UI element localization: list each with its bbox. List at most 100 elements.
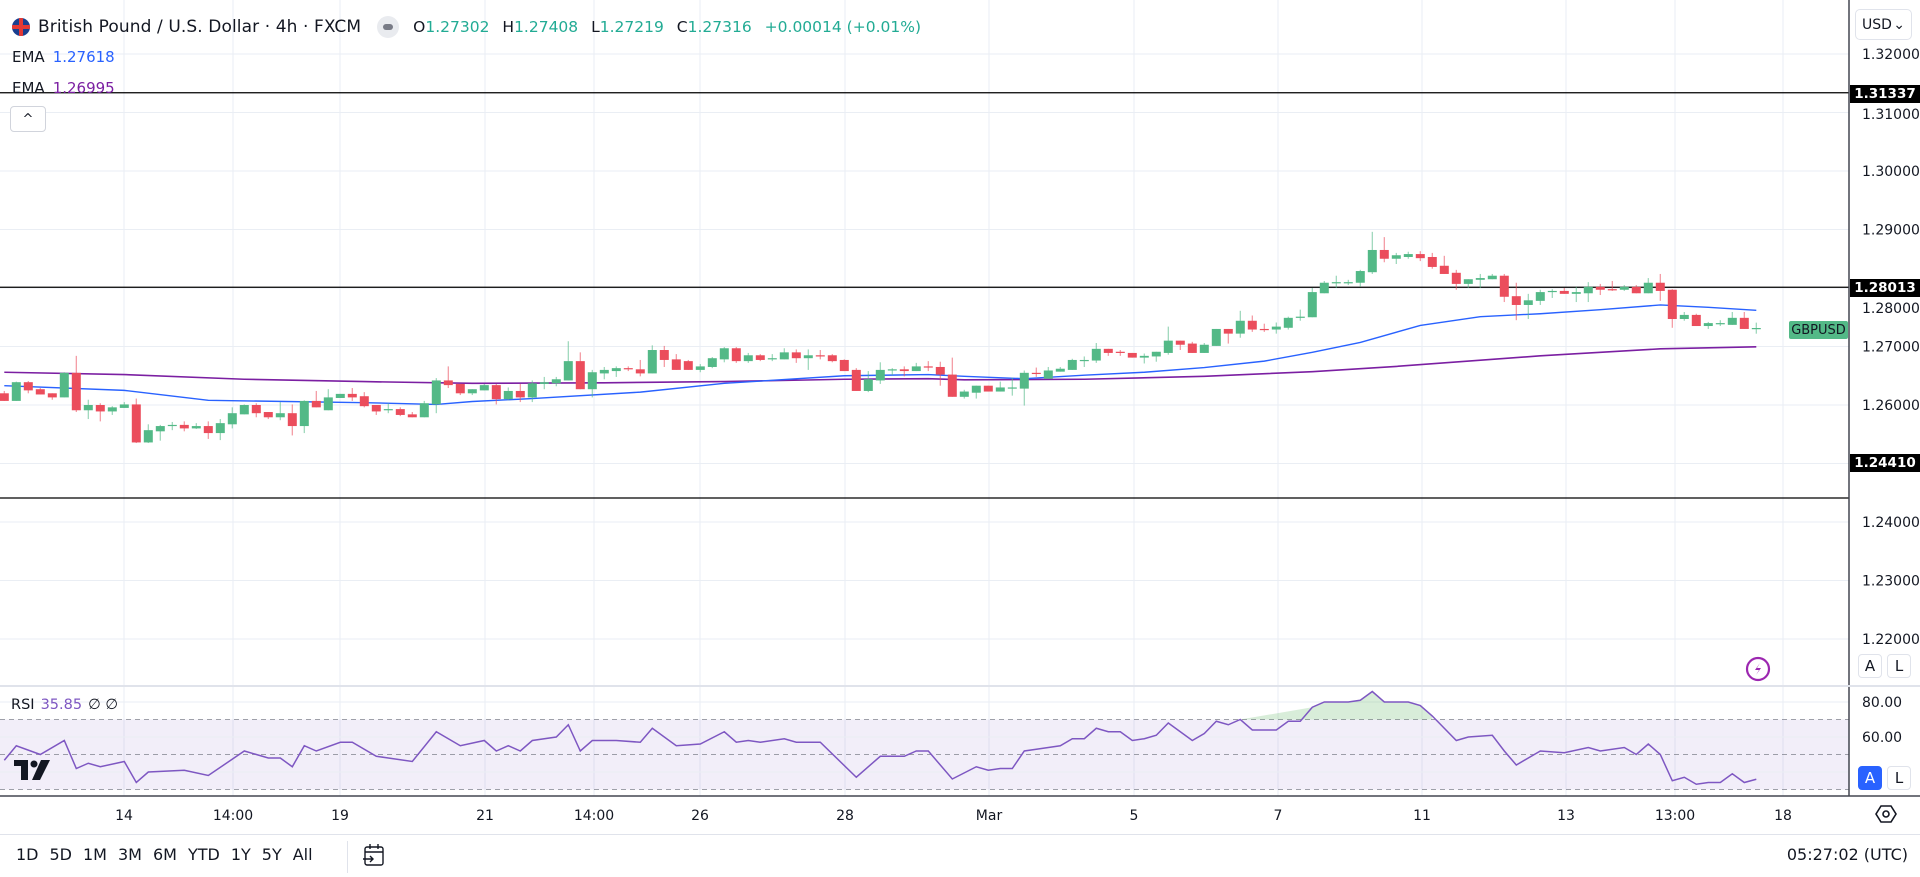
symbol-title[interactable]: British Pound / U.S. Dollar · 4h · FXCM bbox=[38, 17, 362, 37]
candle-body bbox=[479, 385, 489, 391]
settings-icon[interactable] bbox=[1875, 805, 1897, 823]
rsi-band-background bbox=[0, 719, 1849, 790]
auto-scale-button[interactable]: A bbox=[1858, 654, 1882, 678]
candle bbox=[1739, 311, 1749, 329]
price-tick-label: 1.30000 bbox=[1862, 164, 1920, 180]
candle bbox=[1595, 283, 1605, 296]
candle-body bbox=[95, 405, 105, 412]
collapse-legend-button[interactable]: ^ bbox=[10, 106, 46, 132]
candle-body bbox=[179, 424, 189, 429]
range-5y[interactable]: 5Y bbox=[261, 845, 282, 864]
indicator-ema-fast[interactable]: EMA 1.27618 bbox=[12, 48, 115, 66]
candle bbox=[1499, 273, 1509, 303]
candle-body bbox=[323, 397, 333, 411]
candle-body bbox=[1115, 351, 1125, 353]
candle-body bbox=[791, 352, 801, 359]
rsi-log-scale-button[interactable]: L bbox=[1887, 766, 1911, 790]
time-tick-label: 14:00 bbox=[574, 808, 614, 824]
hide-indicator-icon[interactable] bbox=[377, 16, 400, 38]
candle bbox=[407, 412, 417, 418]
candle-body bbox=[647, 350, 657, 374]
currency-value: USD bbox=[1862, 16, 1892, 33]
candle bbox=[299, 400, 309, 434]
candle-body bbox=[1223, 328, 1233, 334]
candle-body bbox=[1355, 271, 1365, 283]
rsi-pane bbox=[0, 690, 1849, 790]
candle-body bbox=[1415, 254, 1425, 259]
time-tick-label: 21 bbox=[476, 808, 494, 824]
range-5d[interactable]: 5D bbox=[49, 845, 73, 864]
candle-body bbox=[347, 393, 357, 398]
candle-body bbox=[971, 385, 981, 393]
rsi-legend[interactable]: RSI 35.85 ∅ ∅ bbox=[11, 697, 118, 713]
high-label: H bbox=[502, 18, 515, 36]
candle-body bbox=[503, 390, 513, 400]
axes: 1.32000 1.31000 1.30000 1.29000 1.28000 1.270… bbox=[0, 0, 1920, 824]
chevron-down-icon: ⌄ bbox=[1893, 16, 1905, 33]
candle bbox=[179, 421, 189, 432]
candle-body bbox=[731, 348, 741, 362]
rsi-overbought-fill bbox=[1240, 691, 1433, 720]
range-3m[interactable]: 3M bbox=[117, 845, 142, 864]
range-all[interactable]: All bbox=[292, 845, 313, 864]
candle-body bbox=[107, 407, 117, 412]
candle-body bbox=[119, 404, 129, 408]
tradingview-logo-icon[interactable] bbox=[14, 760, 50, 780]
candle bbox=[1367, 231, 1377, 274]
candle bbox=[551, 376, 561, 387]
clock[interactable]: 05:27:02 (UTC) bbox=[1786, 845, 1908, 864]
log-scale-button[interactable]: L bbox=[1887, 654, 1911, 678]
rsi-value: 35.85 bbox=[40, 697, 83, 713]
candle-body bbox=[1055, 368, 1065, 372]
currency-select[interactable]: USD ⌄ bbox=[1855, 9, 1912, 40]
candle-body bbox=[1319, 282, 1329, 294]
range-1d[interactable]: 1D bbox=[16, 845, 39, 864]
range-6m[interactable]: 6M bbox=[152, 845, 177, 864]
candle-body bbox=[1391, 255, 1401, 259]
candle bbox=[359, 392, 369, 408]
candle-body bbox=[611, 368, 621, 372]
candle-body bbox=[1295, 316, 1305, 318]
rsi-auto-scale-button[interactable]: A bbox=[1858, 766, 1882, 790]
candle-body bbox=[683, 361, 693, 370]
candle-body bbox=[1031, 372, 1041, 375]
candle-body bbox=[335, 393, 345, 398]
candle-body bbox=[1127, 352, 1137, 358]
candle bbox=[1451, 269, 1461, 290]
candle-body bbox=[71, 372, 81, 411]
candle bbox=[1127, 352, 1137, 358]
candle bbox=[1259, 323, 1269, 332]
indicator-name: EMA bbox=[12, 48, 45, 66]
range-ytd[interactable]: YTD bbox=[187, 845, 220, 864]
time-tick-label: 28 bbox=[836, 808, 854, 824]
indicator-ema-slow[interactable]: EMA 1.26995 bbox=[12, 79, 115, 97]
candle-body bbox=[527, 383, 537, 398]
candle-body bbox=[935, 366, 945, 375]
candle-body bbox=[1679, 314, 1689, 320]
candle-body bbox=[863, 379, 873, 391]
candle-body bbox=[215, 423, 225, 434]
range-1y[interactable]: 1Y bbox=[230, 845, 251, 864]
candle-body bbox=[851, 369, 861, 391]
rsi-name: RSI bbox=[11, 697, 35, 713]
candle-body bbox=[515, 390, 525, 398]
calendar-goto-icon[interactable] bbox=[362, 843, 386, 869]
candle bbox=[83, 399, 93, 420]
candle bbox=[623, 366, 633, 372]
candle-body bbox=[1271, 326, 1281, 330]
candle-body bbox=[275, 413, 285, 418]
candle-body bbox=[1175, 340, 1185, 345]
lightning-icon[interactable] bbox=[1745, 656, 1771, 682]
candle bbox=[419, 400, 429, 418]
candle bbox=[1391, 252, 1401, 265]
candle bbox=[527, 380, 537, 403]
range-1m[interactable]: 1M bbox=[83, 845, 107, 864]
candle bbox=[803, 349, 813, 370]
candle bbox=[1559, 288, 1569, 294]
candle bbox=[827, 354, 837, 363]
candle-body bbox=[443, 380, 453, 386]
candle bbox=[167, 421, 177, 431]
candle bbox=[995, 381, 1005, 392]
candles bbox=[0, 231, 1761, 444]
